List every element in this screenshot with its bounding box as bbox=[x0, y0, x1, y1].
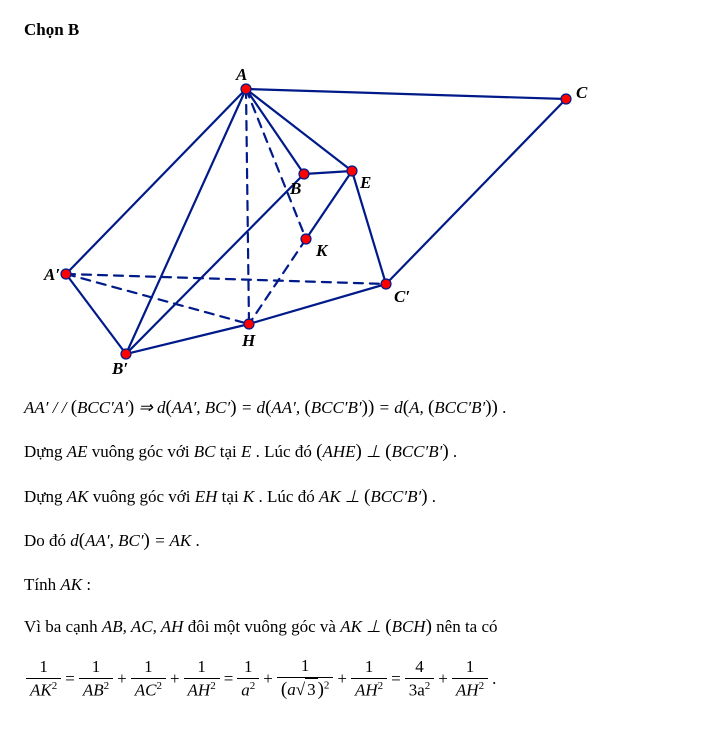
equation-row: 1AK2 = 1AB2 + 1AC2 + 1AH2 = 1a2 + 1 (a√3… bbox=[24, 656, 688, 702]
text-line-4: Do đó d(AA′, BC′) = AK . bbox=[24, 526, 688, 556]
text-line-1: AA′ / / (BCC′A′) ⇒ d(AA′, BC′) = d(AA′, … bbox=[24, 393, 688, 423]
text-line-2: Dựng AE vuông góc với BC tại E . Lúc đó … bbox=[24, 437, 688, 467]
geometry-figure: A C B E K A′ C′ H B′ bbox=[36, 44, 596, 379]
svg-text:C: C bbox=[576, 83, 588, 102]
svg-text:H: H bbox=[241, 331, 256, 350]
text-line-5: Tính AK : bbox=[24, 571, 688, 598]
svg-text:K: K bbox=[315, 241, 329, 260]
text-line-3: Dựng AK vuông góc với EH tại K . Lúc đó … bbox=[24, 482, 688, 512]
svg-text:B′: B′ bbox=[111, 359, 128, 374]
svg-text:E: E bbox=[359, 173, 371, 192]
svg-text:A′: A′ bbox=[43, 265, 60, 284]
svg-text:C′: C′ bbox=[394, 287, 410, 306]
svg-text:A: A bbox=[235, 65, 247, 84]
text-line-6: Vì ba cạnh AB, AC, AH đôi một vuông góc … bbox=[24, 612, 688, 642]
answer-heading: Chọn B bbox=[24, 20, 688, 40]
svg-text:B: B bbox=[289, 179, 301, 198]
